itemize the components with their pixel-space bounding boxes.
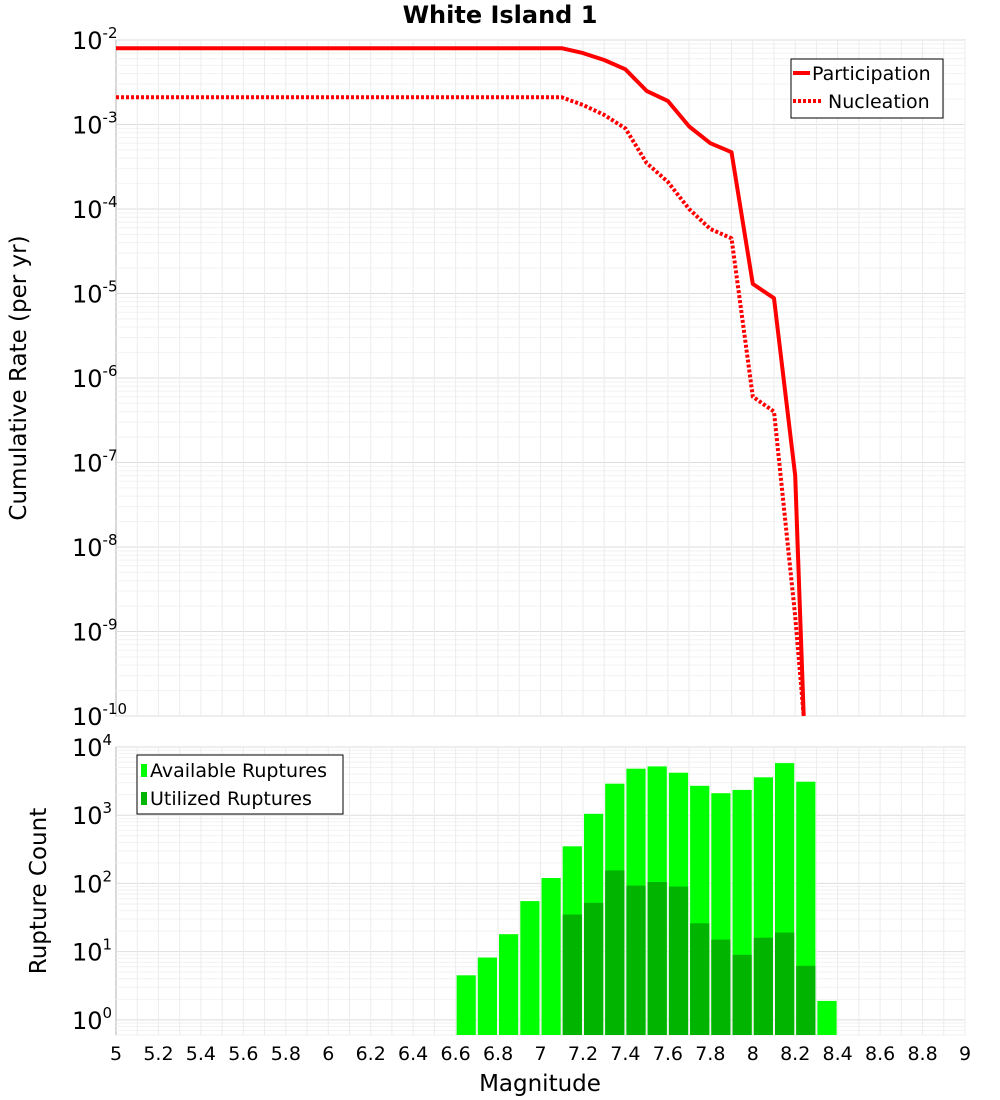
top-y-tick-label: 10-6 <box>72 362 118 393</box>
top-y-tick-label: 10-10 <box>72 700 127 731</box>
bottom-y-tick-label: 104 <box>72 731 112 762</box>
utilized-rupture-bar <box>711 939 731 1035</box>
top-legend: Participation Nucleation <box>790 58 944 119</box>
bottom-legend: Available Ruptures Utilized Ruptures <box>136 754 344 815</box>
x-tick-label: 7.8 <box>695 1043 725 1065</box>
available-rupture-bar <box>477 957 497 1035</box>
x-tick-labels: 5 5.2 5.4 5.6 5.8 6 6.2 6.4 6.6 6.8 7 7.2 7.4 7.6 7.8 8… <box>110 1043 971 1065</box>
top-y-tick-label: 10-3 <box>72 109 118 140</box>
x-tick-label: 6.2 <box>356 1043 386 1065</box>
bottom-y-tick-labels: 100 101 102 103 104 <box>72 731 112 1035</box>
utilized-rupture-bar <box>668 886 689 1035</box>
bottom-y-tick-label: 100 <box>72 1004 112 1035</box>
utilized-rupture-bar <box>605 870 625 1035</box>
utilized-rupture-bar <box>796 965 816 1035</box>
series-line-nucleation <box>116 95 806 717</box>
x-tick-label: 5 <box>110 1043 122 1065</box>
series-line-participation <box>116 46 806 717</box>
x-tick-label: 5.4 <box>186 1043 216 1065</box>
x-tick-label: 7 <box>534 1043 546 1065</box>
legend-utilized-swatch <box>141 792 147 805</box>
x-tick-label: 7.6 <box>653 1043 683 1065</box>
legend-available-swatch <box>141 764 147 777</box>
legend-utilized-label: Utilized Ruptures <box>150 788 312 810</box>
x-tick-label: 9 <box>959 1043 971 1065</box>
x-tick-label: 5.6 <box>228 1043 258 1065</box>
top-y-tick-labels: 10-10 10-9 10-8 10-7 10-6 10-5 10-4 10-3 10-2 <box>72 24 127 731</box>
top-y-tick-label: 10-5 <box>72 278 118 309</box>
x-tick-label: 6 <box>322 1043 334 1065</box>
available-rupture-bar <box>456 975 476 1035</box>
bottom-plot: 100 101 102 103 104 5 5.2 5.4 5.6 5.8 6 6.2 6.4 6.6 6… <box>26 731 971 1097</box>
top-y-axis-label: Cumulative Rate (per yr) <box>6 235 32 520</box>
x-tick-label: 8.4 <box>823 1043 853 1065</box>
x-tick-label: 6.6 <box>440 1043 470 1065</box>
utilized-rupture-bar <box>626 885 646 1035</box>
top-y-tick-label: 10-8 <box>72 531 118 562</box>
top-y-tick-label: 10-4 <box>72 193 118 224</box>
x-tick-label: 7.4 <box>610 1043 640 1065</box>
top-plot: 10-10 10-9 10-8 10-7 10-6 10-5 10-4 10-3 10-2 Cu… <box>6 24 966 731</box>
bottom-y-axis-label: Rupture Count <box>26 808 52 974</box>
available-rupture-bar <box>499 934 519 1035</box>
top-legend-box <box>790 58 944 119</box>
bottom-legend-box <box>136 754 344 815</box>
top-grid <box>116 39 966 717</box>
x-tick-label: 6.4 <box>398 1043 428 1065</box>
x-axis-label: Magnitude <box>479 1071 601 1097</box>
x-tick-label: 8.6 <box>865 1043 895 1065</box>
available-rupture-bar <box>520 901 540 1035</box>
x-tick-label: 5.8 <box>271 1043 301 1065</box>
chart-title: White Island 1 <box>403 1 598 29</box>
x-tick-label: 8.2 <box>780 1043 810 1065</box>
top-y-tick-label: 10-7 <box>72 447 118 478</box>
x-tick-label: 5.2 <box>143 1043 173 1065</box>
utilized-rupture-bar <box>775 932 795 1035</box>
available-rupture-bar <box>817 1000 837 1035</box>
bottom-y-tick-label: 103 <box>72 799 112 830</box>
utilized-rupture-bar <box>753 937 773 1035</box>
x-tick-label: 6.8 <box>483 1043 513 1065</box>
bottom-bars <box>456 763 837 1035</box>
legend-participation-label: Participation <box>812 63 931 85</box>
top-y-tick-label: 10-9 <box>72 616 118 647</box>
legend-nucleation-label: Nucleation <box>828 91 930 113</box>
utilized-rupture-bar <box>690 923 710 1035</box>
x-tick-label: 7.2 <box>568 1043 598 1065</box>
x-tick-label: 8 <box>747 1043 759 1065</box>
top-y-tick-label: 10-2 <box>72 24 118 55</box>
top-series-lines <box>116 46 806 717</box>
bottom-y-tick-label: 101 <box>72 936 112 967</box>
available-rupture-bar <box>541 878 561 1035</box>
bottom-y-tick-label: 102 <box>72 867 112 898</box>
utilized-rupture-bar <box>584 902 604 1035</box>
utilized-rupture-bar <box>562 914 582 1035</box>
utilized-rupture-bar <box>732 954 752 1035</box>
x-tick-label: 8.8 <box>907 1043 937 1065</box>
legend-available-label: Available Ruptures <box>150 760 327 782</box>
utilized-rupture-bar <box>647 882 667 1035</box>
